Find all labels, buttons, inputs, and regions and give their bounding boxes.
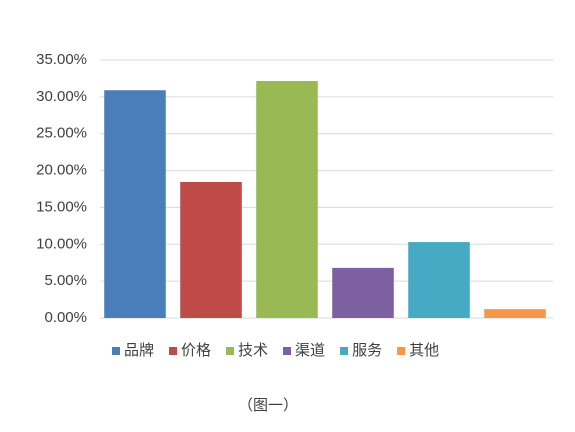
y-tick-label: 15.00% bbox=[36, 198, 87, 215]
legend-label: 服务 bbox=[352, 342, 382, 359]
legend-label: 其他 bbox=[409, 342, 439, 359]
y-tick-label: 20.00% bbox=[36, 162, 87, 179]
legend-label: 价格 bbox=[181, 342, 211, 359]
legend-label: 技术 bbox=[238, 342, 268, 359]
legend-swatch bbox=[169, 347, 178, 355]
y-tick-label: 5.00% bbox=[44, 272, 87, 289]
bar bbox=[408, 242, 470, 318]
y-tick-label: 35.00% bbox=[36, 51, 87, 68]
chart-caption: （图一） bbox=[238, 397, 298, 414]
legend-label: 品牌 bbox=[124, 342, 154, 359]
legend-swatch bbox=[340, 347, 349, 355]
legend-swatch bbox=[283, 347, 292, 355]
legend-swatch bbox=[226, 347, 235, 355]
bar bbox=[104, 90, 166, 318]
legend-swatch bbox=[397, 347, 406, 355]
legend-swatch bbox=[112, 347, 120, 355]
y-tick-label: 10.00% bbox=[36, 235, 87, 252]
bar bbox=[180, 181, 242, 318]
bar bbox=[256, 81, 318, 318]
y-tick-label: 0.00% bbox=[44, 309, 87, 326]
legend-label: 渠道 bbox=[295, 342, 325, 359]
bar bbox=[484, 309, 546, 318]
bar bbox=[332, 267, 394, 318]
y-tick-label: 25.00% bbox=[36, 125, 87, 142]
y-tick-label: 30.00% bbox=[36, 88, 87, 105]
